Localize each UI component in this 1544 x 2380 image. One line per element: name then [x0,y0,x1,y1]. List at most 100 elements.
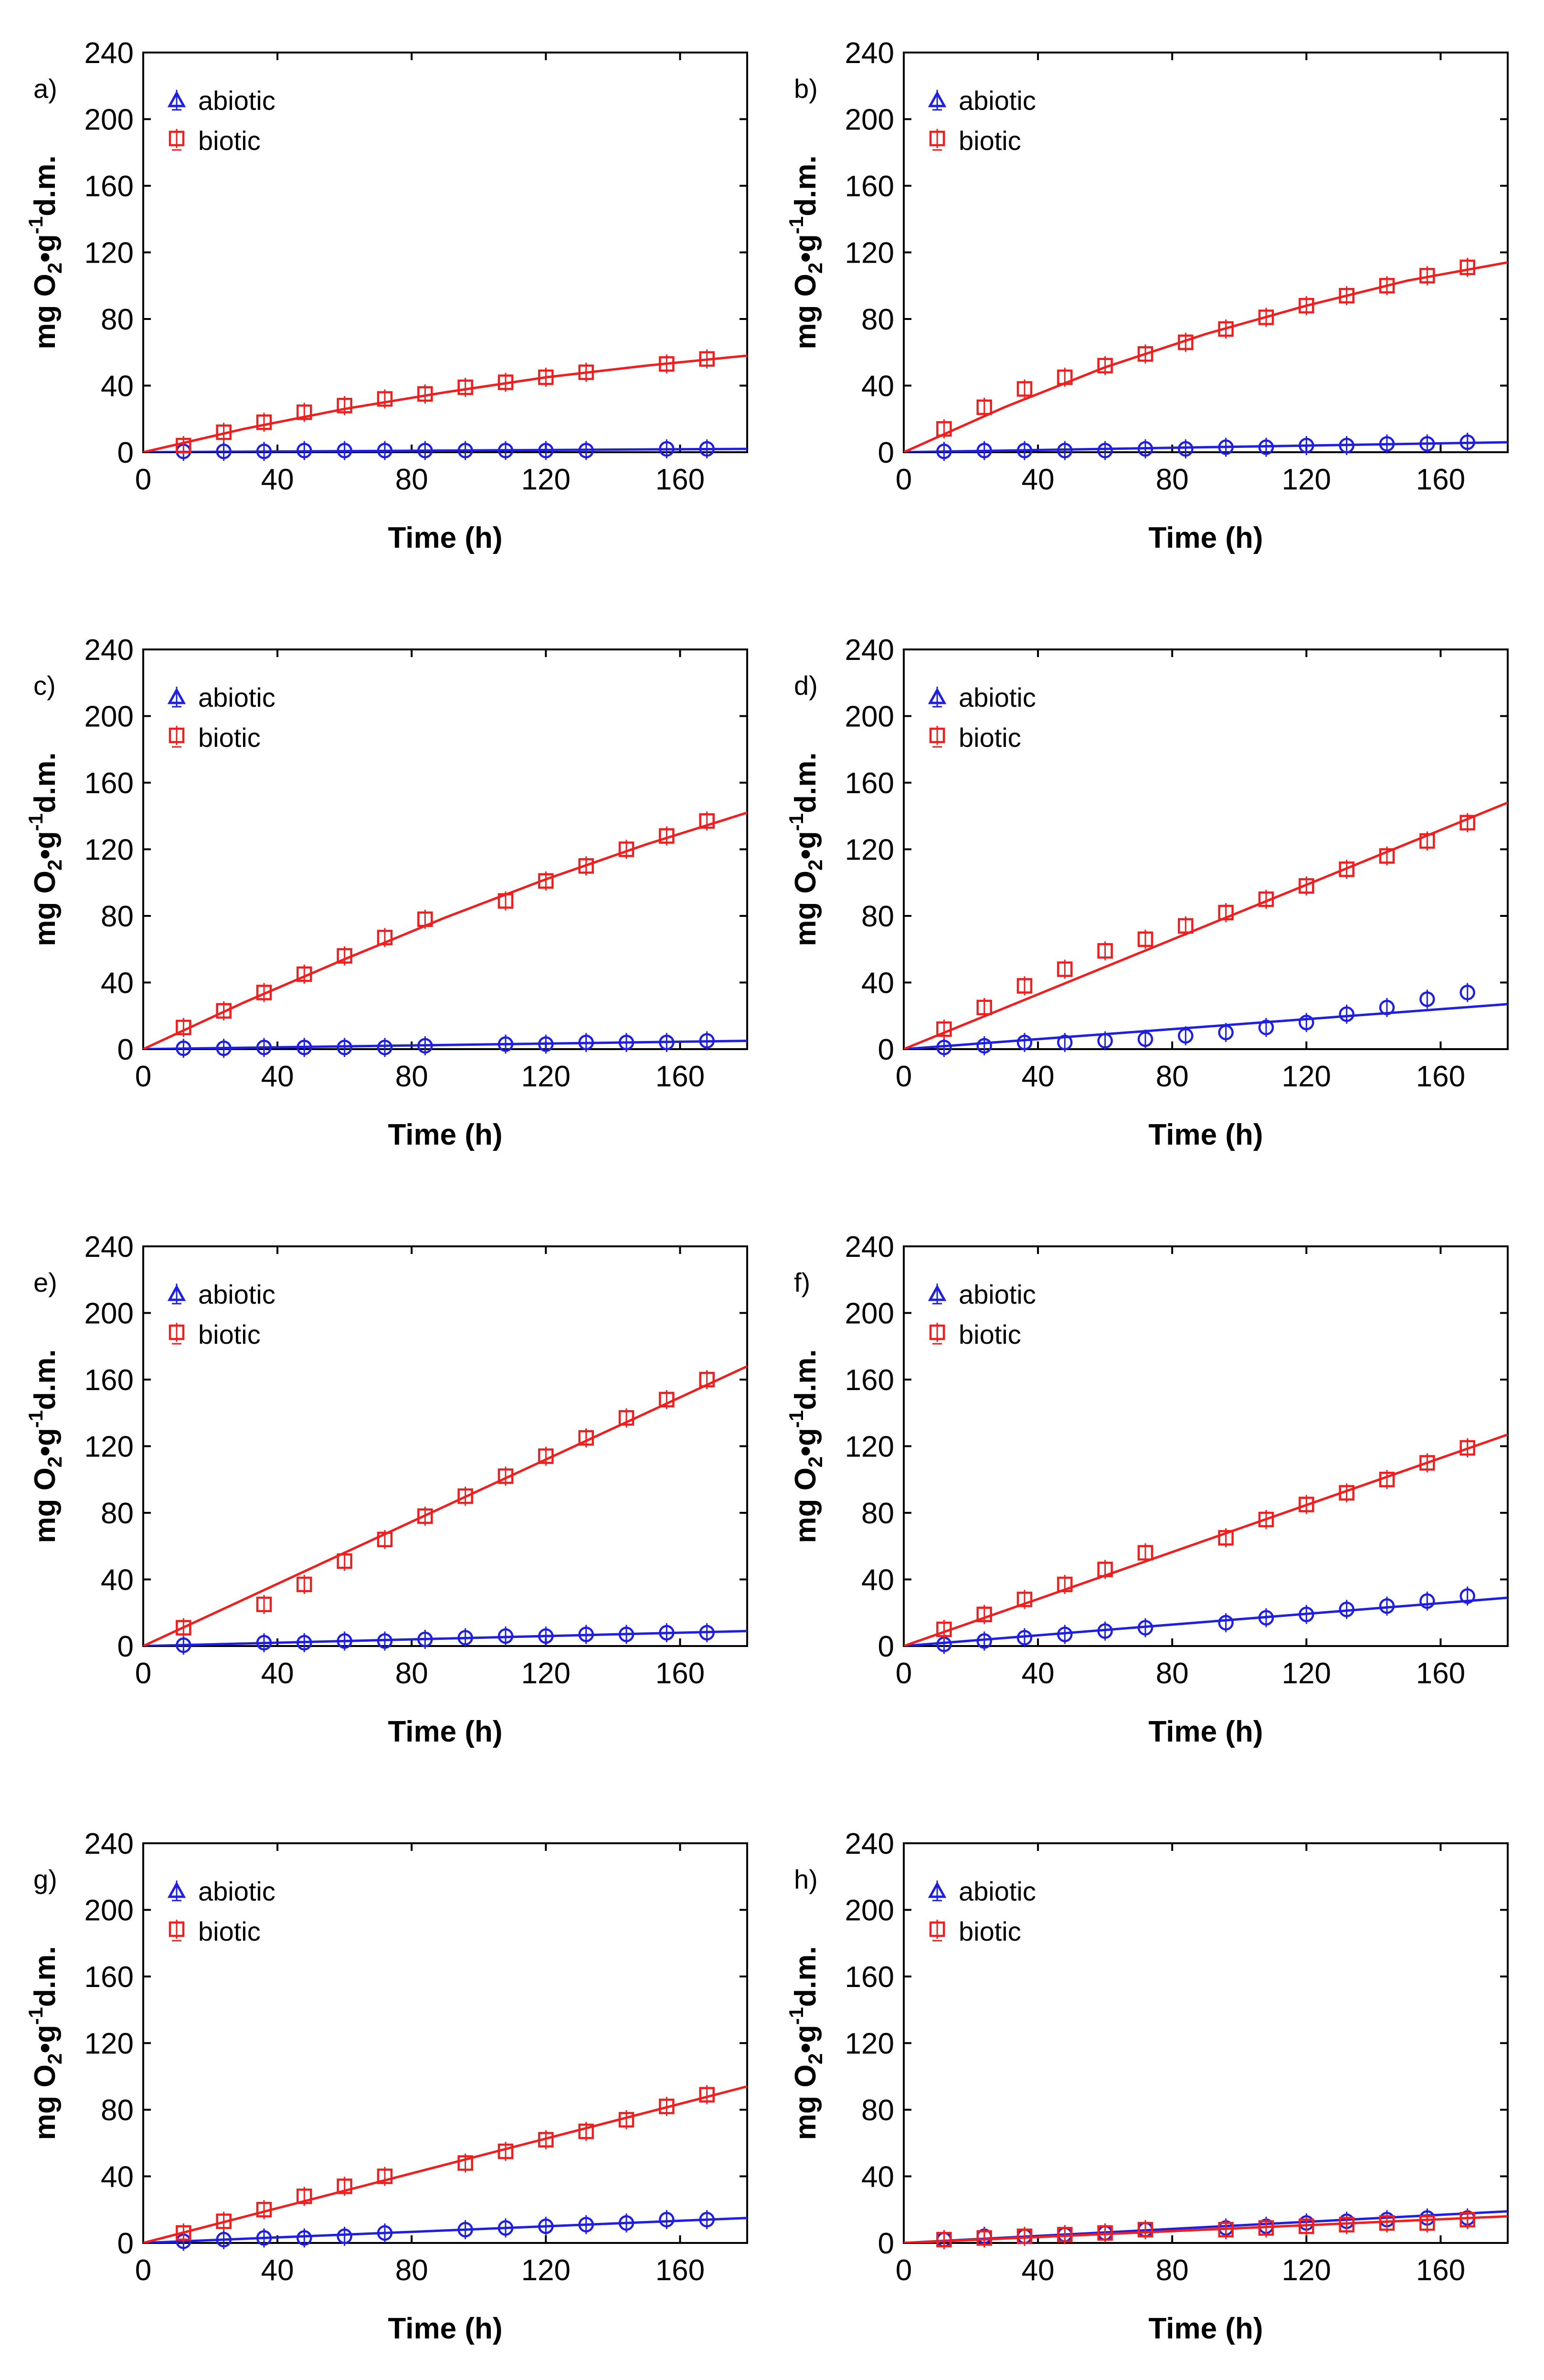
data-point [1057,368,1073,387]
data-point [1379,2213,1395,2233]
data-point [1178,916,1194,935]
data-point [1379,1470,1395,1489]
y-axis-label-part: mg O [789,2064,822,2140]
panel-label: c) [33,670,56,701]
y-tick-label: 80 [861,1497,894,1530]
x-tick-label: 40 [1022,1657,1055,1690]
data-point [176,436,191,456]
data-point [659,2097,675,2116]
data-point [1459,1586,1475,1606]
y-axis-label-part: •g [29,2025,62,2053]
x-tick-label: 0 [896,2254,912,2287]
legend-entry-biotic: biotic [169,1916,261,1946]
panel-label: d) [794,670,818,701]
data-point [216,2211,232,2231]
x-axis-label: Time (h) [1149,1715,1263,1748]
data-point [176,1039,191,1058]
y-axis-label: mg O2•g-1d.m. [24,1349,66,1543]
legend-square-icon [929,726,945,745]
data-point [377,928,393,947]
legend-triangle-icon [167,1284,186,1301]
data-point [699,2210,715,2230]
x-tick-label: 0 [135,2254,151,2287]
y-tick-label: 40 [861,967,894,1000]
y-axis-label-part: -1 [785,216,807,234]
data-point [1137,1030,1153,1049]
data-point [337,2177,352,2196]
data-point [296,965,312,984]
y-axis-label-part: •g [789,2025,822,2053]
data-point [1258,1018,1274,1037]
series-abiotic [904,433,1508,461]
x-tick-label: 0 [896,1060,912,1093]
fit-line-biotic [904,1433,1508,1646]
data-point [296,441,312,460]
data-point [417,384,433,404]
data-point [618,1033,635,1052]
y-axis-label-part: •g [789,1428,822,1456]
data-point [976,998,992,1017]
data-point [176,1018,191,1037]
x-tick-label: 40 [261,1657,294,1690]
y-tick-label: 240 [85,1828,134,1860]
data-point [377,1631,393,1651]
y-tick-label: 40 [861,370,894,403]
data-point [936,1620,952,1639]
data-point [538,1446,554,1466]
y-axis-label-part: 2 [43,860,66,871]
y-tick-label: 240 [845,37,894,70]
data-point [1419,831,1435,851]
fit-line-abiotic [904,441,1508,452]
y-axis-label-part: 2 [43,263,66,274]
data-point [976,1036,992,1056]
data-point [1097,2223,1113,2243]
y-tick-label: 200 [85,701,134,733]
legend-entry-biotic: biotic [929,1916,1021,1946]
panel-label: b) [794,74,818,104]
x-tick-label: 120 [521,463,571,496]
data-point [1016,1033,1033,1052]
data-point [699,1370,715,1389]
legend-square-icon [169,129,185,148]
y-tick-label: 80 [101,2094,134,2127]
data-point [417,1036,433,1056]
data-point [256,1633,272,1653]
legend-square-icon [929,129,945,148]
data-point [659,439,675,459]
y-tick-label: 120 [845,834,894,867]
data-point [1016,976,1033,996]
data-point [1339,286,1354,306]
y-axis-label-part: 2 [804,1456,826,1467]
fit-line-abiotic [143,1630,747,1646]
data-point [1057,2225,1073,2244]
data-point [1419,266,1435,286]
x-tick-label: 40 [1022,1060,1055,1093]
data-point [1218,319,1234,339]
y-axis-label-part: -1 [785,813,807,831]
data-point [1379,1596,1395,1616]
data-point [1459,2210,1475,2230]
x-tick-label: 80 [1156,1657,1189,1690]
x-tick-label: 0 [896,463,912,496]
data-point [1258,890,1274,909]
data-point [1299,296,1314,316]
x-tick-label: 120 [1282,463,1331,496]
data-point [1097,1560,1113,1579]
data-point [1459,1438,1475,1457]
y-tick-label: 40 [861,1564,894,1597]
y-axis-label-part: mg O [29,871,62,946]
data-point [337,1631,352,1651]
y-tick-label: 80 [101,303,134,336]
y-axis-label-part: 2 [43,1456,66,1467]
data-point [1258,1509,1274,1529]
y-axis-label-part: •g [29,831,62,860]
data-point [1137,1543,1153,1562]
legend-entry-abiotic: abiotic [928,1876,1036,1906]
data-point [337,396,352,415]
fit-line-biotic [143,354,747,452]
data-point [538,2130,554,2149]
x-tick-label: 120 [1282,1657,1331,1690]
legend-entry-abiotic: abiotic [928,1279,1036,1309]
data-point [1016,2227,1033,2246]
y-tick-label: 160 [85,170,134,203]
